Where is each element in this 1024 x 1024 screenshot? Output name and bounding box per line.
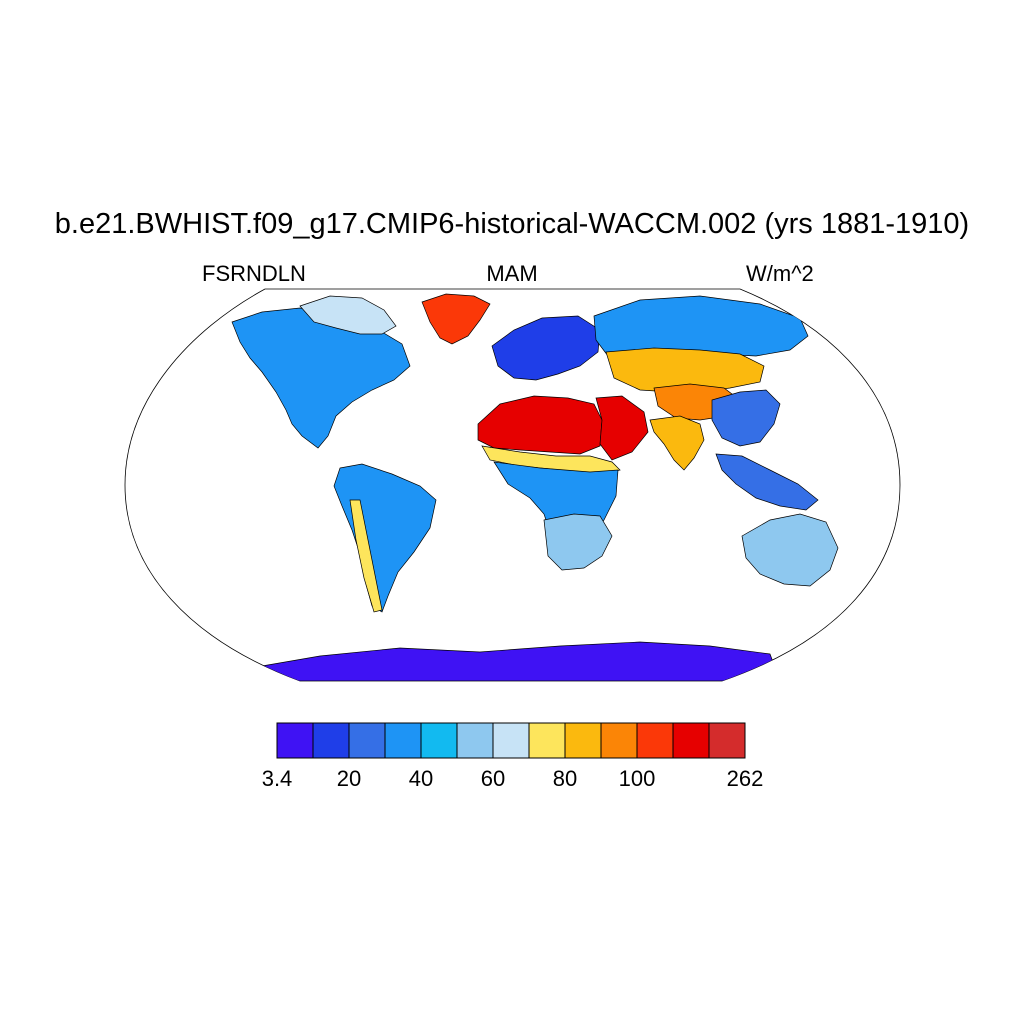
- region-southern-africa: [543, 513, 613, 571]
- colorbar-tick-label: 80: [553, 766, 577, 791]
- region-southeast-asia: [715, 453, 819, 511]
- region-andes: [349, 499, 383, 613]
- colorbar-tick-label: 20: [337, 766, 361, 791]
- colorbar-box: [456, 722, 494, 759]
- region-australia: [741, 513, 839, 587]
- units-label: W/m^2: [746, 261, 814, 286]
- region-europe: [491, 315, 601, 381]
- colorbar-box: [528, 722, 566, 759]
- colorbar-box: [348, 722, 386, 759]
- colorbar-tick-label: 60: [481, 766, 505, 791]
- colorbar-tick-label: 40: [409, 766, 433, 791]
- colorbar-box: [276, 722, 314, 759]
- colorbar-box: [384, 722, 422, 759]
- colorbar-tick-label: 3.4: [262, 766, 293, 791]
- region-arabia: [595, 395, 649, 461]
- region-canadian-arctic: [299, 295, 397, 335]
- colorbar-box: [564, 722, 602, 759]
- region-east-asia: [711, 389, 781, 447]
- colorbar-box: [708, 722, 746, 759]
- region-antarctica: [261, 641, 781, 681]
- region-greenland: [421, 293, 491, 345]
- colorbar-box: [420, 722, 458, 759]
- colorbar-box: [636, 722, 674, 759]
- colorbar-box: [492, 722, 530, 759]
- colorbar-tick-label: 262: [727, 766, 764, 791]
- colorbar-tick-label: 100: [619, 766, 656, 791]
- colorbar-box: [312, 722, 350, 759]
- variable-label: FSRNDLN: [202, 261, 306, 286]
- region-india: [649, 415, 705, 471]
- plot-title: b.e21.BWHIST.f09_g17.CMIP6-historical-WA…: [54, 208, 970, 240]
- colorbar-box: [672, 722, 710, 759]
- region-central-asia: [605, 347, 765, 393]
- season-label: MAM: [486, 261, 538, 286]
- colorbar-box: [600, 722, 638, 759]
